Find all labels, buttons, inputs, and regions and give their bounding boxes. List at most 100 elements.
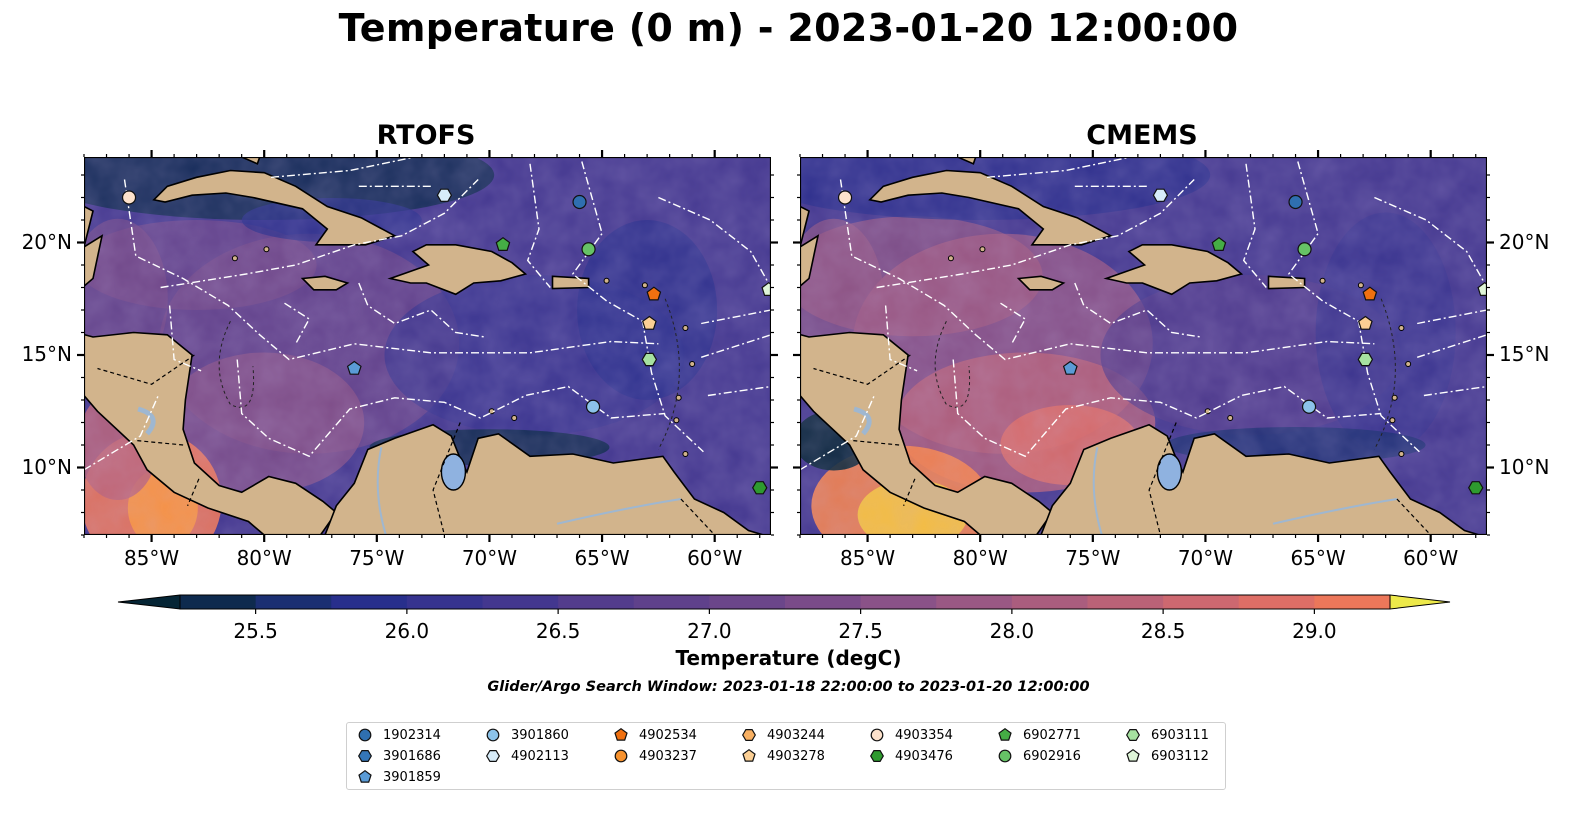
circle-marker-icon bbox=[870, 728, 884, 742]
search-window-text: Glider/Argo Search Window: 2023-01-18 22… bbox=[487, 679, 1090, 695]
colorbar-tick-label: 26.5 bbox=[536, 619, 581, 643]
island bbox=[1319, 277, 1326, 284]
eez-boundary bbox=[270, 157, 416, 178]
colorbar-segment bbox=[406, 595, 484, 609]
legend-label: 4903354 bbox=[895, 727, 953, 743]
border-line bbox=[680, 498, 716, 535]
colorbar-segment bbox=[1163, 595, 1240, 609]
argo-float-marker bbox=[495, 236, 511, 252]
land-jamaica bbox=[300, 275, 350, 291]
argo-float-marker bbox=[572, 194, 587, 210]
colorbar-segment bbox=[785, 595, 862, 609]
colorbar-tick-label: 27.5 bbox=[838, 619, 883, 643]
border-line bbox=[1148, 422, 1177, 535]
lon-tick-label: 85°W bbox=[839, 546, 896, 570]
legend-entry: 6902771 bbox=[997, 726, 1081, 744]
colorbar-tick-label: 28.0 bbox=[990, 619, 1035, 643]
lake-nicaragua bbox=[853, 406, 872, 436]
land-hispaniola bbox=[387, 244, 528, 296]
colorbar-segment bbox=[558, 595, 635, 609]
colorbar-tick-label: 29.0 bbox=[1292, 619, 1337, 643]
legend-entry: 1902314 bbox=[357, 726, 441, 744]
argo-float-marker bbox=[752, 481, 768, 495]
legend-label: 1902314 bbox=[383, 727, 441, 743]
river bbox=[556, 498, 682, 525]
lon-tick-label: 85°W bbox=[123, 546, 180, 570]
river bbox=[1272, 498, 1398, 525]
argo-float-marker bbox=[1357, 352, 1374, 367]
eez-boundary bbox=[876, 179, 1195, 289]
legend-entry: 4902113 bbox=[485, 747, 569, 765]
lat-tick-label: 15°N bbox=[21, 342, 72, 366]
island bbox=[673, 417, 680, 424]
eez-boundary bbox=[571, 161, 704, 453]
legend-label: 6903112 bbox=[1151, 748, 1209, 764]
border-line bbox=[851, 439, 900, 446]
island bbox=[1389, 417, 1396, 424]
land-florida-bahamas bbox=[241, 157, 261, 165]
temperature-map-rtofs[interactable] bbox=[84, 157, 771, 535]
argo-float-marker bbox=[1301, 399, 1317, 414]
hexagon-marker-icon bbox=[742, 728, 756, 741]
colorbar-extend-high bbox=[1389, 594, 1451, 610]
colorbar: 25.5 26.0 26.5 27.0 27.5 28.0 28.5 29.0 bbox=[117, 594, 1451, 643]
hexagon-marker-icon bbox=[486, 749, 500, 762]
colorbar-segment bbox=[633, 595, 710, 609]
eez-boundary bbox=[284, 302, 311, 345]
argo-float-marker bbox=[346, 360, 362, 375]
pentagon-marker-icon bbox=[614, 727, 628, 741]
legend-label: 6903111 bbox=[1151, 727, 1209, 743]
island bbox=[231, 255, 238, 262]
map-frame bbox=[800, 157, 1487, 535]
colorbar-segment bbox=[709, 595, 786, 609]
lon-tick-label: 75°W bbox=[1065, 546, 1121, 570]
legend: 1902314 3901686 3901859 3901860 4902113 49025… bbox=[346, 722, 1226, 790]
island bbox=[682, 451, 689, 457]
argo-float-marker bbox=[585, 399, 601, 414]
legend-entry: 3901860 bbox=[485, 726, 569, 744]
legend-entry: 6902916 bbox=[997, 747, 1081, 765]
border-line bbox=[813, 354, 911, 385]
lake-maracaibo bbox=[440, 453, 467, 491]
lon-tick-label: 70°W bbox=[1177, 546, 1234, 570]
land-central-america bbox=[84, 234, 338, 535]
eez-boundary bbox=[1423, 385, 1487, 397]
eez-boundary bbox=[236, 359, 666, 458]
eez-boundary bbox=[839, 179, 1375, 361]
island bbox=[1398, 451, 1405, 457]
argo-float-marker bbox=[121, 190, 137, 205]
island bbox=[947, 255, 954, 262]
argo-float-marker bbox=[1477, 281, 1487, 296]
border-line bbox=[135, 439, 184, 446]
lat-tick-label: 20°N bbox=[21, 229, 72, 254]
river bbox=[376, 447, 387, 535]
argo-float-marker bbox=[1152, 188, 1169, 202]
colorbar-segment bbox=[1314, 595, 1391, 609]
pentagon-marker-icon bbox=[358, 769, 372, 783]
circle-marker-icon bbox=[614, 749, 628, 763]
legend-label: 4902113 bbox=[511, 748, 569, 764]
colorbar-segment bbox=[860, 595, 937, 609]
hexagon-marker-icon bbox=[358, 749, 372, 762]
colorbar-segment bbox=[255, 595, 332, 609]
hexagon-marker-icon bbox=[870, 749, 884, 762]
land-florida-bahamas bbox=[957, 157, 977, 165]
island bbox=[675, 394, 682, 401]
argo-float-marker bbox=[581, 242, 596, 257]
temperature-map-cmems[interactable] bbox=[800, 157, 1487, 535]
pentagon-marker-icon bbox=[742, 748, 756, 762]
panel-title-right: CMEMS bbox=[1086, 120, 1198, 151]
bathymetry-contour bbox=[218, 321, 255, 408]
colorbar-frame bbox=[179, 594, 1391, 610]
eez-boundary bbox=[160, 179, 479, 289]
argo-float-marker bbox=[1297, 242, 1312, 257]
lat-tick-label: 15°N bbox=[1499, 342, 1550, 366]
legend-entry: 4903244 bbox=[741, 726, 825, 744]
island bbox=[1227, 415, 1234, 421]
eez-boundary bbox=[1416, 334, 1487, 358]
colorbar-segment bbox=[1011, 595, 1089, 609]
border-line bbox=[432, 422, 461, 535]
lon-tick-label: 65°W bbox=[1290, 546, 1346, 570]
legend-entry: 4903476 bbox=[869, 747, 953, 765]
panel-title-left: RTOFS bbox=[376, 120, 476, 151]
